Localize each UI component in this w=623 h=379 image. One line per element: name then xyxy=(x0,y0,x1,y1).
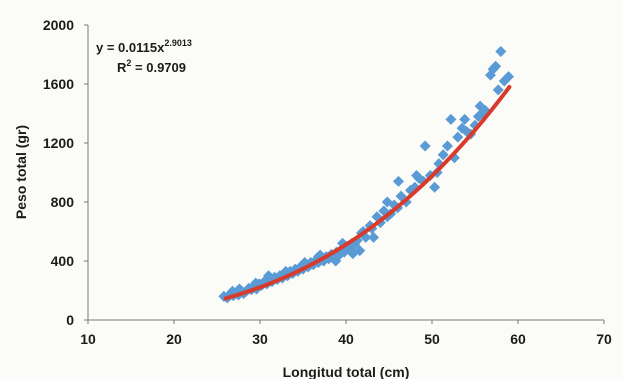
data-point xyxy=(437,149,449,161)
x-tick-label: 10 xyxy=(80,331,96,347)
x-axis-title: Longitud total (cm) xyxy=(283,364,410,379)
y-tick-label: 400 xyxy=(51,253,75,269)
r-squared-value: = 0.9709 xyxy=(131,60,186,75)
data-point xyxy=(395,190,407,202)
data-point xyxy=(411,169,423,181)
data-point xyxy=(490,60,502,72)
data-point xyxy=(429,181,441,193)
equation-main: y = 0.0115x xyxy=(96,40,165,55)
data-point xyxy=(445,113,457,125)
data-point xyxy=(250,277,262,289)
data-point xyxy=(368,231,380,243)
x-tick-label: 70 xyxy=(596,331,612,347)
data-point xyxy=(347,248,359,260)
data-point xyxy=(495,46,507,58)
x-axis-ticks: 10 20 30 40 50 60 70 xyxy=(80,320,612,347)
data-points xyxy=(218,46,515,304)
data-point xyxy=(459,113,471,125)
data-point xyxy=(392,175,404,187)
equation-exponent: 2.9013 xyxy=(164,38,192,48)
y-tick-label: 0 xyxy=(66,312,74,328)
trendline-equation: y = 0.0115x2.9013 xyxy=(96,38,192,55)
data-point xyxy=(419,140,431,152)
data-point xyxy=(452,131,464,143)
x-tick-label: 60 xyxy=(510,331,526,347)
y-tick-label: 800 xyxy=(51,194,75,210)
y-tick-label: 1200 xyxy=(43,135,74,151)
x-tick-label: 50 xyxy=(424,331,440,347)
r-squared-symbol: R xyxy=(117,60,127,75)
y-tick-label: 1600 xyxy=(43,76,74,92)
x-tick-label: 20 xyxy=(166,331,182,347)
x-tick-label: 40 xyxy=(338,331,354,347)
y-axis-title: Peso total (gr) xyxy=(13,125,29,219)
x-tick-label: 30 xyxy=(252,331,268,347)
data-point xyxy=(503,71,515,83)
r-squared-exp: 2 xyxy=(126,58,131,68)
data-point xyxy=(474,100,486,112)
data-point xyxy=(263,270,275,282)
data-point xyxy=(381,196,393,208)
y-tick-label: 2000 xyxy=(43,17,74,33)
data-point xyxy=(441,140,453,152)
y-axis-ticks: 0 400 800 1200 1600 2000 xyxy=(43,17,88,328)
data-point xyxy=(330,255,342,267)
r-squared: R2 = 0.9709 xyxy=(117,58,186,75)
power-trendline xyxy=(223,85,512,301)
data-point xyxy=(492,84,504,96)
